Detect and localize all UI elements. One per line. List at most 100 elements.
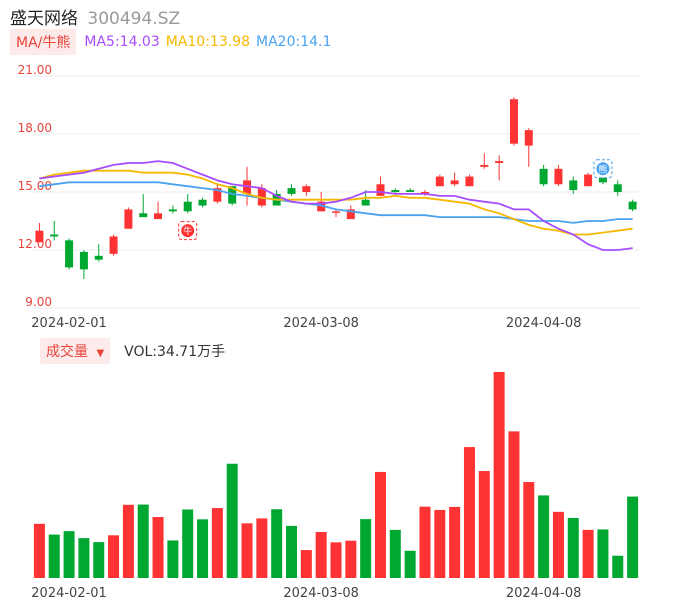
candle-body[interactable] — [613, 184, 622, 192]
volume-bar[interactable] — [122, 504, 134, 578]
volume-bar[interactable] — [167, 540, 179, 578]
volume-selector-label: 成交量 — [46, 344, 88, 360]
candle-body[interactable] — [79, 251, 88, 270]
candle-body[interactable] — [391, 190, 400, 192]
chevron-down-icon: ▼ — [96, 348, 105, 359]
volume-bar[interactable] — [627, 496, 639, 578]
volume-bar[interactable] — [463, 447, 475, 578]
volume-bar[interactable] — [330, 542, 342, 578]
candle-body[interactable] — [198, 199, 207, 206]
candle-body[interactable] — [465, 176, 474, 187]
volume-bar[interactable] — [33, 523, 45, 578]
volume-bar[interactable] — [419, 506, 431, 578]
volume-bar[interactable] — [389, 529, 401, 578]
candle-body[interactable] — [509, 99, 518, 144]
candle-body[interactable] — [109, 236, 118, 254]
candle-body[interactable] — [243, 180, 252, 194]
volume-bar[interactable] — [345, 540, 357, 578]
candle-body[interactable] — [317, 201, 326, 212]
candle-body[interactable] — [168, 209, 177, 212]
volume-bar[interactable] — [256, 518, 268, 578]
volume-bar[interactable] — [493, 372, 505, 578]
volume-bar[interactable] — [478, 471, 490, 578]
candle-body[interactable] — [450, 180, 459, 185]
candle-body[interactable] — [139, 213, 148, 218]
volume-bar[interactable] — [78, 538, 90, 578]
candle-body[interactable] — [361, 199, 370, 206]
volume-bar[interactable] — [315, 532, 327, 578]
volume-bar[interactable] — [197, 519, 209, 578]
y-tick-label: 21.00 — [18, 63, 52, 77]
volume-bar[interactable] — [48, 534, 60, 578]
candle-body[interactable] — [124, 209, 133, 229]
volume-bar[interactable] — [523, 482, 535, 578]
volume-bar[interactable] — [108, 535, 120, 578]
volume-bar[interactable] — [360, 519, 372, 578]
volume-bar[interactable] — [508, 431, 520, 578]
candle-body[interactable] — [554, 168, 563, 185]
candle-body[interactable] — [569, 180, 578, 191]
candle-body[interactable] — [154, 213, 163, 220]
candle-body[interactable] — [584, 174, 593, 187]
candle-body[interactable] — [598, 176, 607, 183]
bull-marker-label: 牛 — [183, 225, 192, 237]
volume-bar[interactable] — [211, 508, 223, 578]
volume-bar[interactable] — [404, 550, 416, 578]
candle-body[interactable] — [346, 209, 355, 220]
volume-bar[interactable] — [612, 555, 624, 578]
volume-bar[interactable] — [434, 509, 446, 578]
candle-body[interactable] — [480, 164, 489, 167]
ma-selector-button[interactable]: MA/牛熊 — [10, 29, 77, 55]
volume-bar[interactable] — [93, 542, 105, 578]
candle-body[interactable] — [420, 192, 429, 194]
volume-bar[interactable] — [374, 471, 386, 578]
candle-body[interactable] — [332, 211, 340, 213]
candle-body[interactable] — [524, 130, 533, 146]
volume-bar[interactable] — [271, 509, 283, 578]
volume-bar[interactable] — [597, 529, 609, 578]
candle-body[interactable] — [65, 240, 74, 268]
candle-body[interactable] — [213, 188, 222, 202]
volume-bar[interactable] — [137, 504, 149, 578]
ma5-line — [39, 160, 633, 251]
volume-bar[interactable] — [300, 550, 312, 578]
candle-body[interactable] — [435, 176, 444, 187]
volume-bar[interactable] — [538, 495, 550, 578]
candle-body[interactable] — [94, 255, 103, 260]
candle-body[interactable] — [287, 188, 296, 194]
bear-marker-label: 熊 — [598, 163, 607, 175]
volume-selector-button[interactable]: 成交量 ▼ — [40, 338, 111, 364]
volume-bar[interactable] — [286, 525, 298, 578]
candle-body[interactable] — [628, 201, 637, 210]
y-tick-label: 9.00 — [25, 295, 52, 309]
volume-bar[interactable] — [241, 523, 253, 578]
candle-body[interactable] — [183, 201, 192, 212]
volume-bar[interactable] — [449, 506, 461, 578]
volume-bar[interactable] — [567, 517, 579, 578]
candle-body[interactable] — [539, 168, 548, 185]
bear-marker-badge — [596, 162, 610, 176]
volume-bar[interactable] — [63, 531, 75, 578]
stock-name: 盛天网络 — [10, 9, 78, 29]
volume-bar[interactable] — [226, 463, 238, 578]
candle-body[interactable] — [35, 230, 44, 243]
volume-bar[interactable] — [182, 509, 194, 578]
ma20-label: MA20:14.1 — [256, 34, 332, 50]
candle-body[interactable] — [406, 190, 415, 192]
volume-bar[interactable] — [582, 529, 594, 578]
candle-body[interactable] — [495, 161, 504, 163]
candle-body[interactable] — [376, 184, 385, 196]
x-tick-label: 2024-03-08 — [283, 316, 359, 331]
candle-body[interactable] — [257, 188, 266, 206]
volume-value: VOL:34.71万手 — [124, 344, 226, 360]
volume-bar[interactable] — [552, 511, 564, 578]
volume-legend: 成交量 ▼ VOL:34.71万手 — [40, 338, 226, 364]
volume-x-tick-label: 2024-02-01 — [31, 586, 107, 601]
candle-body[interactable] — [50, 234, 59, 237]
candle-body[interactable] — [302, 186, 311, 192]
y-tick-label: 12.00 — [18, 237, 52, 251]
stock-header: 盛天网络 300494.SZ — [10, 4, 180, 29]
volume-bar[interactable] — [152, 516, 164, 578]
candle-body[interactable] — [228, 186, 237, 204]
